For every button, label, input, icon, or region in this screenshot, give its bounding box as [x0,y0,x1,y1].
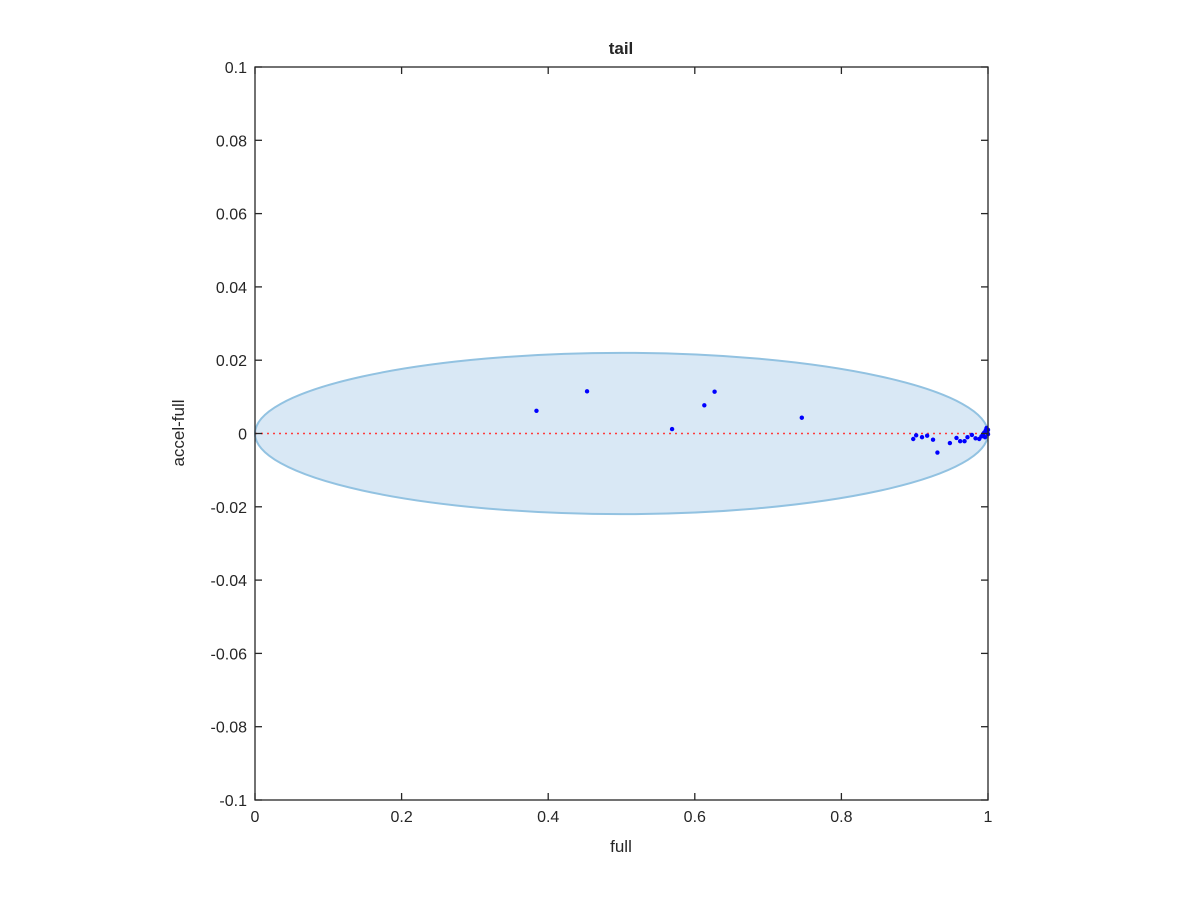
data-point [913,433,919,438]
y-tick-label: -0.04 [211,573,248,590]
y-tick-label: -0.1 [219,793,247,810]
data-point [947,440,953,446]
data-point [924,433,930,438]
y-tick-label: 0.06 [216,207,247,224]
data-point [911,436,916,442]
x-tick-label: 0.8 [830,809,852,826]
x-tick-label: 0 [251,809,260,826]
data-point [962,438,967,444]
data-point [957,438,963,444]
data-point [935,450,940,455]
data-point [584,389,590,394]
y-tick-label: 0.02 [216,353,247,370]
data-point [973,436,978,441]
y-tick-label: 0.08 [216,133,247,150]
x-axis-label: full [610,837,632,856]
x-tick-label: 1 [984,809,993,826]
x-tick-label: 0.2 [390,809,412,826]
plot-area [254,351,991,516]
x-tick-label: 0.6 [684,809,706,826]
data-point [702,403,707,408]
y-tick-label: -0.02 [211,500,248,517]
data-point [969,432,975,438]
chart-title: tail [609,39,634,58]
y-tick-label: 0 [238,427,247,444]
data-point [982,434,988,440]
data-point [534,408,539,413]
data-point [965,434,970,440]
y-tick-label: -0.08 [211,720,248,737]
y-tick-label: 0.04 [216,280,247,297]
y-tick-label: 0.1 [225,60,247,77]
data-point [799,415,805,420]
y-tick-label: -0.06 [211,646,248,663]
y-axis-label: accel-full [169,399,188,466]
data-point [919,434,925,440]
axes: 0 0.2 0.4 0.6 0.8 1 0.1 0.08 0.06 0.04 0.02 0 -0.02 -… [211,60,993,826]
x-tick-label: 0.4 [537,809,559,826]
data-point [712,389,717,394]
data-point [954,435,959,441]
data-point [930,437,936,442]
data-point [669,426,675,432]
